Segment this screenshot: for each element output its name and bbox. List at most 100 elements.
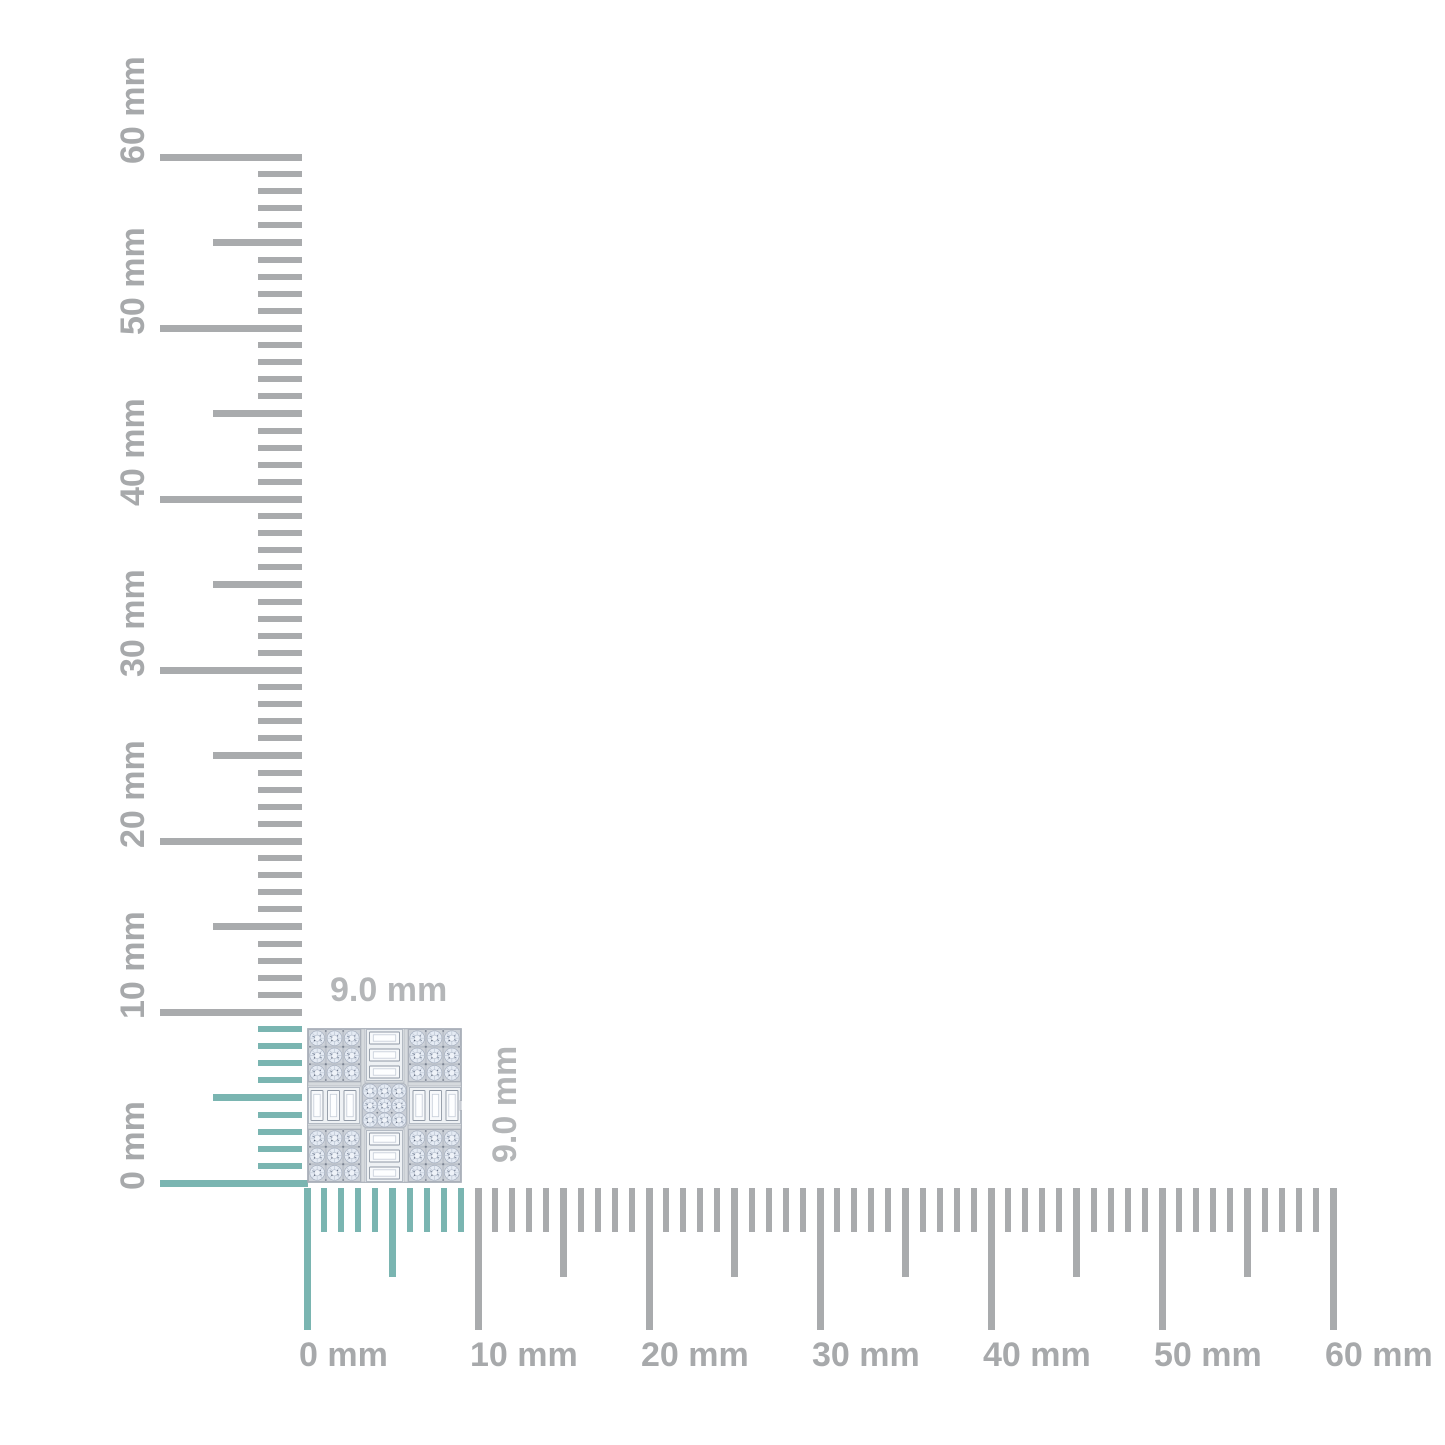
h-tick-9mm <box>457 1188 464 1232</box>
v-tick-24mm <box>258 769 302 776</box>
h-tick-54mm <box>1227 1188 1234 1232</box>
v-tick-30mm <box>160 666 302 674</box>
v-tick-51mm <box>258 307 302 314</box>
h-tick-58mm <box>1295 1188 1302 1232</box>
v-tick-4mm <box>258 1111 302 1118</box>
v-tick-26mm <box>258 735 302 742</box>
v-tick-46mm <box>258 393 302 400</box>
h-tick-5mm <box>389 1188 396 1277</box>
v-tick-8mm <box>258 1043 302 1050</box>
h-tick-28mm <box>782 1188 789 1232</box>
v-tick-45mm <box>213 410 302 417</box>
h-tick-51mm <box>1176 1188 1183 1232</box>
v-tick-60mm <box>160 153 302 161</box>
v-tick-25mm <box>213 752 302 759</box>
h-tick-17mm <box>594 1188 601 1232</box>
h-tick-16mm <box>577 1188 584 1232</box>
h-tick-22mm <box>680 1188 687 1232</box>
v-tick-36mm <box>258 564 302 571</box>
h-tick-15mm <box>560 1188 567 1277</box>
v-tick-44mm <box>258 427 302 434</box>
h-tick-52mm <box>1193 1188 1200 1232</box>
h-ruler-label-40mm: 40 mm <box>983 1336 1091 1374</box>
v-tick-7mm <box>258 1060 302 1067</box>
h-tick-33mm <box>868 1188 875 1232</box>
h-tick-60mm <box>1329 1188 1337 1330</box>
v-tick-3mm <box>258 1128 302 1135</box>
v-tick-17mm <box>258 889 302 896</box>
h-ruler-label-60mm: 60 mm <box>1325 1336 1433 1374</box>
h-tick-2mm <box>338 1188 345 1232</box>
v-tick-40mm <box>160 495 302 503</box>
v-tick-5mm <box>213 1094 302 1101</box>
h-ruler-label-10mm: 10 mm <box>470 1336 578 1374</box>
v-tick-1mm <box>258 1162 302 1169</box>
item-height-dimension-label: 9.0 mm <box>486 1045 524 1163</box>
v-tick-32mm <box>258 632 302 639</box>
v-tick-42mm <box>258 461 302 468</box>
h-tick-37mm <box>936 1188 943 1232</box>
h-tick-42mm <box>1022 1188 1029 1232</box>
h-tick-14mm <box>543 1188 550 1232</box>
v-tick-52mm <box>258 290 302 297</box>
h-tick-13mm <box>526 1188 533 1232</box>
h-tick-31mm <box>834 1188 841 1232</box>
jewelry-item <box>307 1028 462 1183</box>
v-tick-21mm <box>258 820 302 827</box>
h-tick-49mm <box>1141 1188 1148 1232</box>
v-tick-34mm <box>258 598 302 605</box>
v-tick-28mm <box>258 701 302 708</box>
v-tick-0mm <box>160 1179 308 1187</box>
v-tick-11mm <box>258 991 302 998</box>
v-tick-20mm <box>160 837 302 845</box>
h-tick-10mm <box>474 1188 482 1330</box>
h-ruler-label-30mm: 30 mm <box>812 1336 920 1374</box>
v-tick-58mm <box>258 188 302 195</box>
v-tick-37mm <box>258 547 302 554</box>
h-tick-32mm <box>851 1188 858 1232</box>
v-tick-10mm <box>160 1008 302 1016</box>
v-tick-29mm <box>258 684 302 691</box>
item-width-dimension-label: 9.0 mm <box>330 971 448 1009</box>
h-ruler-label-0mm: 0 mm <box>299 1336 388 1374</box>
v-tick-55mm <box>213 239 302 246</box>
h-tick-7mm <box>423 1188 430 1232</box>
v-tick-18mm <box>258 872 302 879</box>
h-tick-1mm <box>321 1188 328 1232</box>
v-tick-43mm <box>258 444 302 451</box>
v-tick-49mm <box>258 342 302 349</box>
h-tick-20mm <box>645 1188 653 1330</box>
h-tick-19mm <box>628 1188 635 1232</box>
v-tick-50mm <box>160 324 302 332</box>
h-tick-41mm <box>1005 1188 1012 1232</box>
h-tick-4mm <box>372 1188 379 1232</box>
v-tick-14mm <box>258 940 302 947</box>
h-tick-46mm <box>1090 1188 1097 1232</box>
h-tick-50mm <box>1158 1188 1166 1330</box>
h-tick-53mm <box>1210 1188 1217 1232</box>
h-tick-35mm <box>902 1188 909 1277</box>
v-tick-33mm <box>258 615 302 622</box>
v-tick-15mm <box>213 923 302 930</box>
h-tick-44mm <box>1056 1188 1063 1232</box>
v-tick-47mm <box>258 376 302 383</box>
v-tick-54mm <box>258 256 302 263</box>
h-tick-59mm <box>1312 1188 1319 1232</box>
h-tick-36mm <box>919 1188 926 1232</box>
h-tick-8mm <box>440 1188 447 1232</box>
v-tick-19mm <box>258 855 302 862</box>
v-tick-38mm <box>258 530 302 537</box>
h-tick-47mm <box>1107 1188 1114 1232</box>
h-tick-27mm <box>765 1188 772 1232</box>
h-tick-56mm <box>1261 1188 1268 1232</box>
h-tick-38mm <box>953 1188 960 1232</box>
h-tick-57mm <box>1278 1188 1285 1232</box>
h-ruler-label-20mm: 20 mm <box>641 1336 749 1374</box>
v-tick-9mm <box>258 1026 302 1033</box>
v-tick-57mm <box>258 205 302 212</box>
h-tick-40mm <box>987 1188 995 1330</box>
h-tick-0mm <box>303 1188 311 1330</box>
h-tick-23mm <box>697 1188 704 1232</box>
v-tick-22mm <box>258 803 302 810</box>
